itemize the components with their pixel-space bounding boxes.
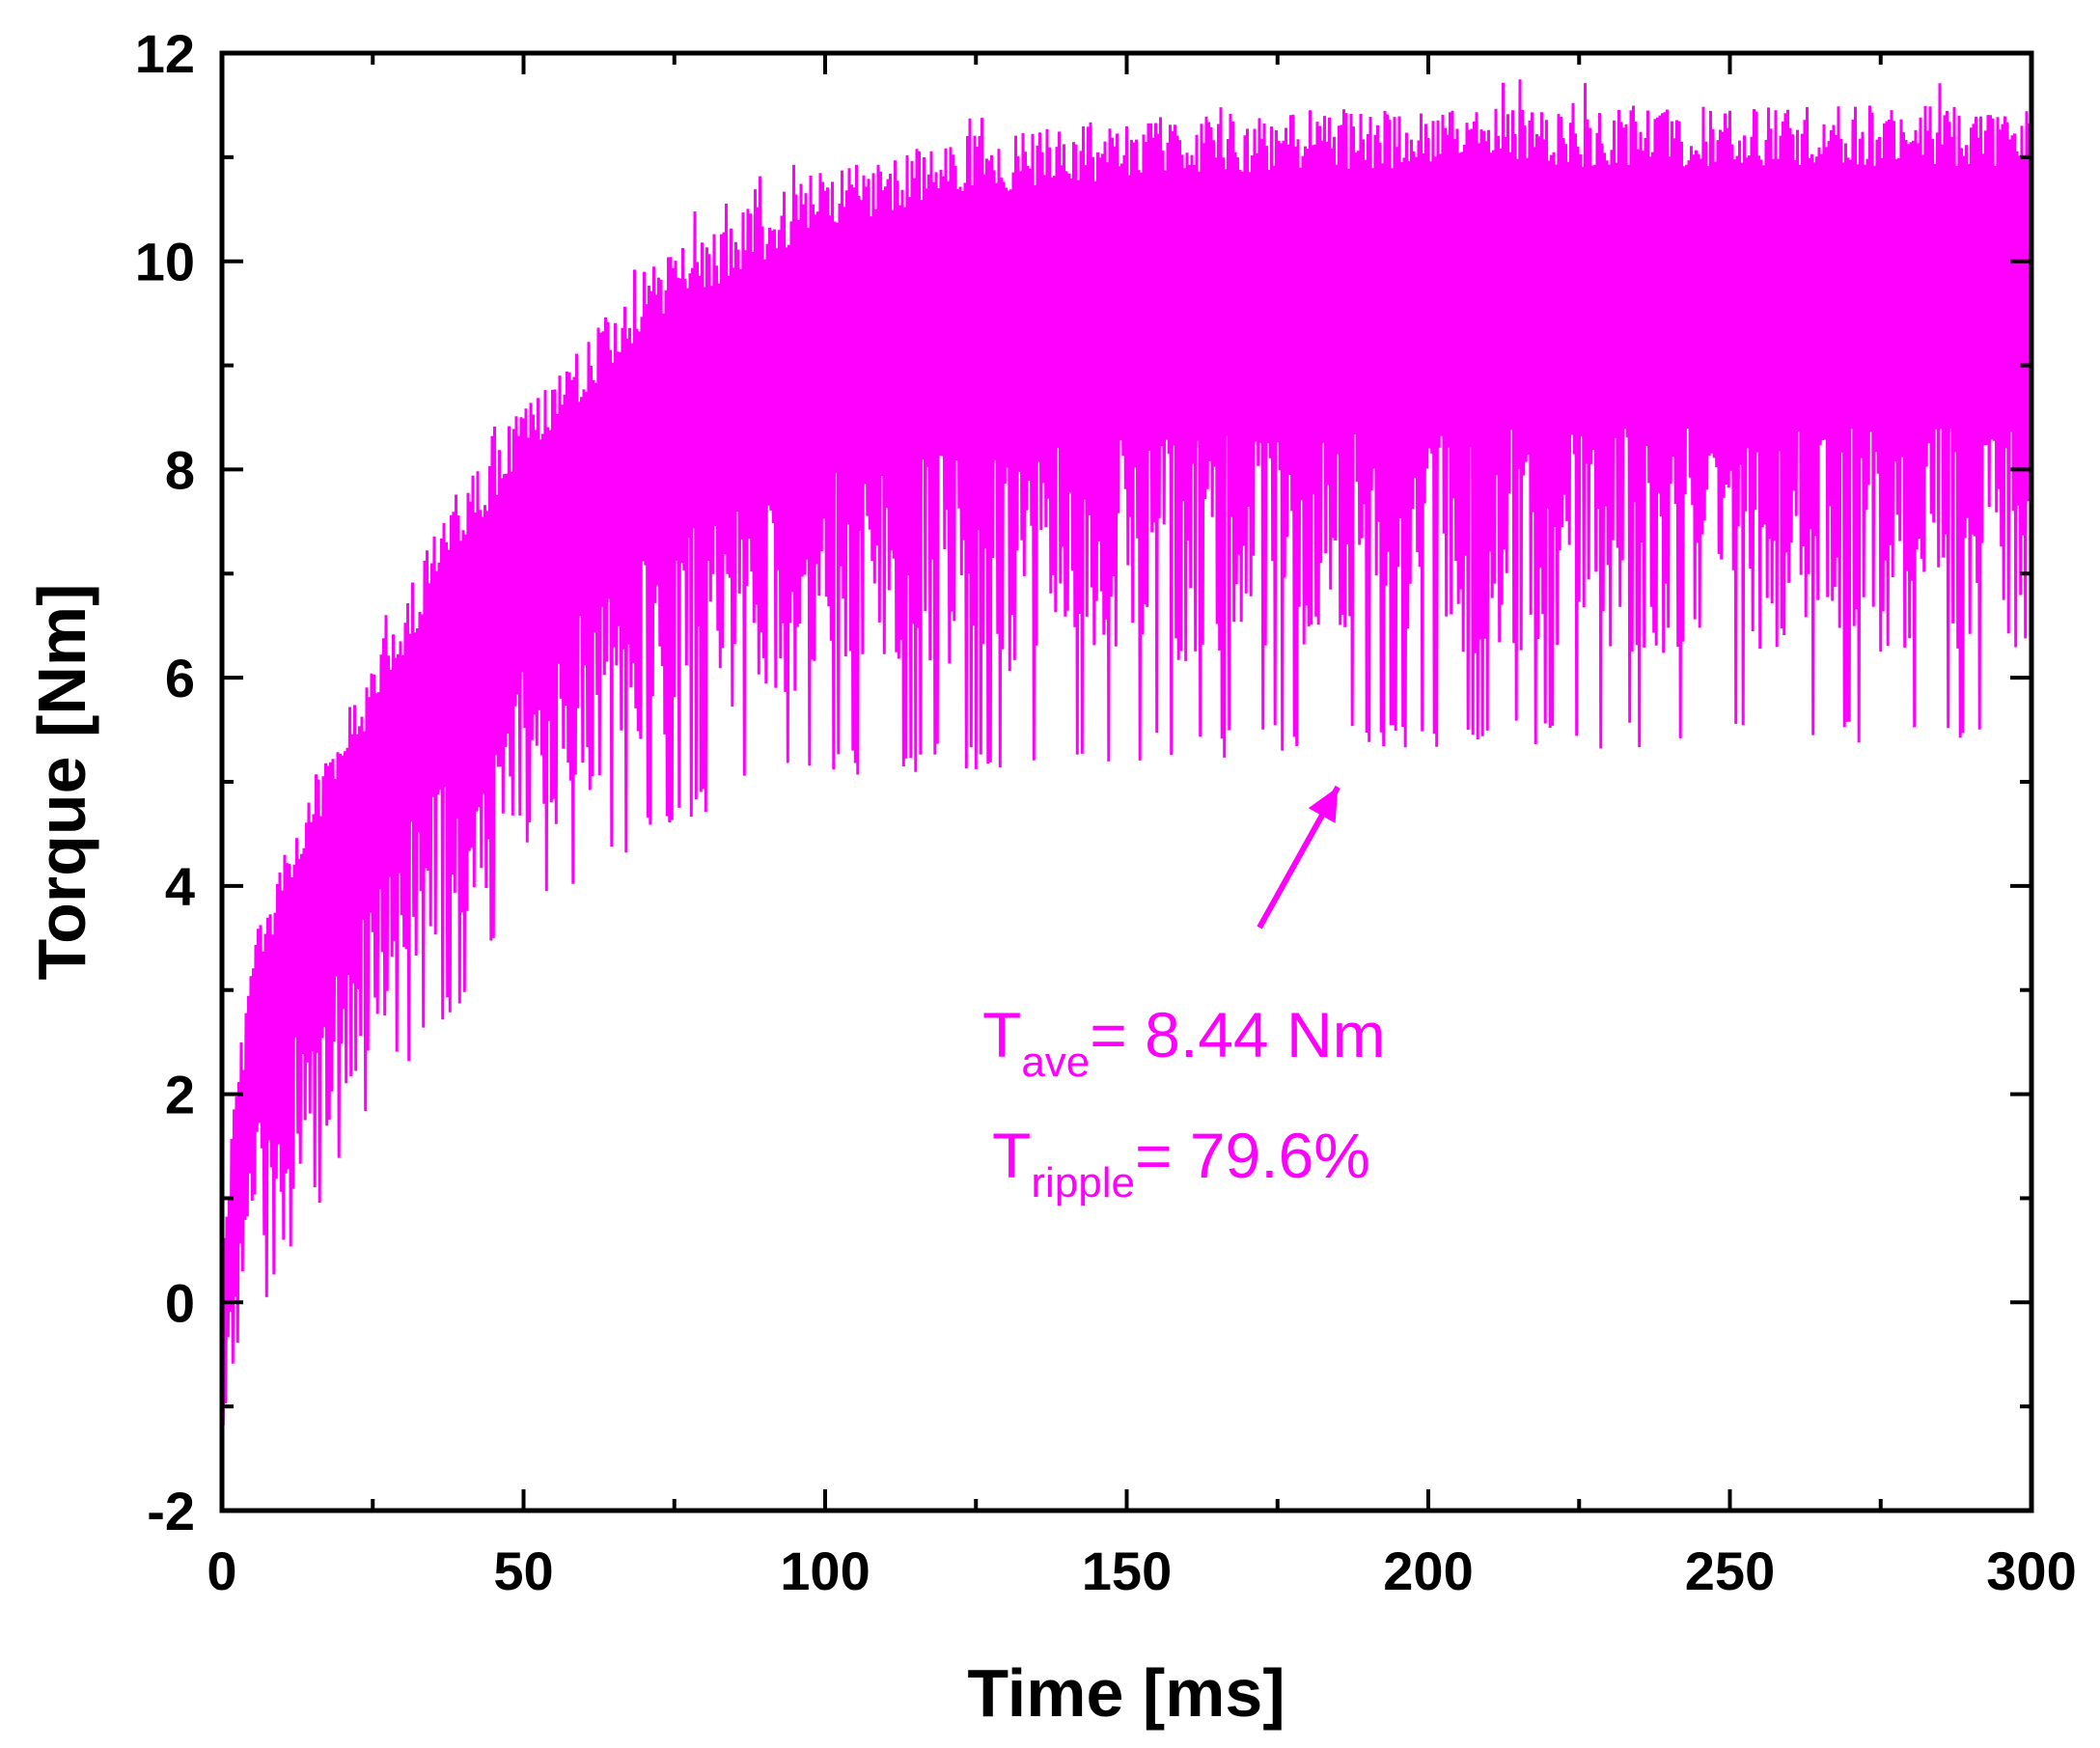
x-axis-title: Time [ms] — [967, 1655, 1285, 1731]
t-ripple-subscript: ripple — [1031, 1159, 1135, 1207]
y-tick-label: -2 — [147, 1481, 195, 1541]
y-tick-label: 12 — [135, 23, 195, 84]
t-ave-value: = 8.44 Nm — [1090, 999, 1385, 1070]
x-tick-label: 100 — [780, 1540, 870, 1601]
t-ripple-symbol: T — [992, 1120, 1031, 1191]
torque-series — [220, 79, 2033, 1426]
arrow-head — [1308, 787, 1339, 823]
x-tick-label: 250 — [1685, 1540, 1775, 1601]
t-ave-subscript: ave — [1021, 1039, 1090, 1086]
t-ripple-value: = 79.6% — [1135, 1120, 1370, 1191]
x-tick-label: 200 — [1383, 1540, 1473, 1601]
annotation-t-ripple: Tripple= 79.6% — [992, 1120, 1370, 1207]
x-tick-label: 0 — [207, 1540, 236, 1601]
x-tick-labels: 0 50 100 150 200 250 300 — [207, 1540, 2076, 1601]
y-tick-label: 6 — [165, 648, 195, 708]
y-tick-label: 2 — [165, 1065, 195, 1125]
y-tick-labels: -2 0 2 4 6 8 10 12 — [135, 23, 195, 1541]
x-tick-label: 50 — [493, 1540, 553, 1601]
y-tick-label: 10 — [135, 232, 195, 292]
y-axis-title: Torque [Nm] — [24, 584, 99, 981]
x-tick-label: 150 — [1082, 1540, 1172, 1601]
y-tick-label: 4 — [165, 856, 195, 917]
annotation-t-ave: Tave= 8.44 Nm — [982, 999, 1386, 1086]
annotation-arrow — [1257, 785, 1340, 929]
torque-waveform-line — [220, 79, 2033, 1426]
x-tick-label: 300 — [1986, 1540, 2076, 1601]
axis-ticks — [220, 51, 2033, 1512]
t-ave-symbol: T — [982, 999, 1021, 1070]
y-tick-label: 8 — [165, 439, 195, 500]
y-tick-label: 0 — [165, 1272, 195, 1333]
